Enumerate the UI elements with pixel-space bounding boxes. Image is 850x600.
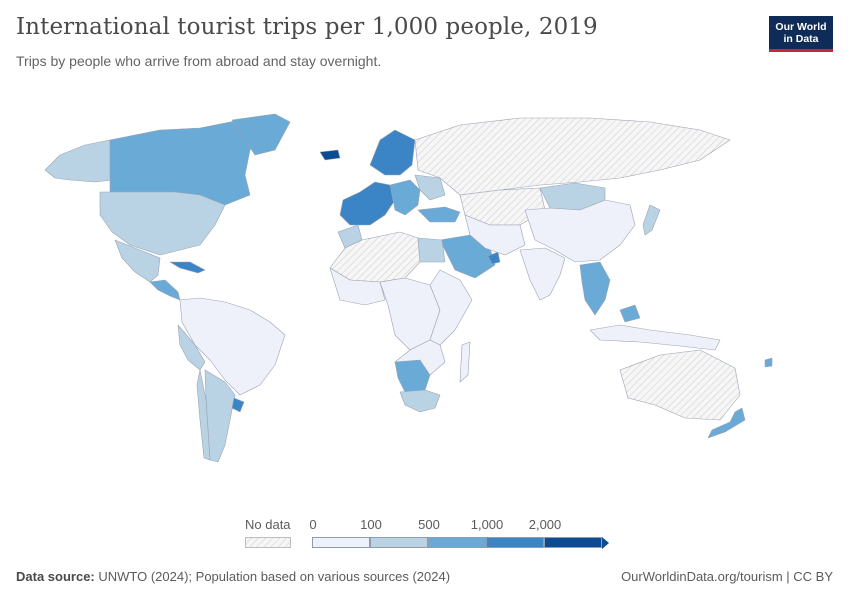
region-southeast-asia[interactable] xyxy=(579,261,611,316)
region-uruguay[interactable] xyxy=(231,397,245,413)
region-australia[interactable] xyxy=(619,349,741,421)
legend-no-data-label: No data xyxy=(245,517,291,532)
region-uae[interactable] xyxy=(487,251,501,265)
region-alaska[interactable] xyxy=(44,139,113,183)
region-chile[interactable] xyxy=(196,369,211,461)
region-egypt[interactable] xyxy=(417,237,446,263)
owid-logo[interactable]: Our World in Data xyxy=(769,16,833,52)
legend-tick-500: 500 xyxy=(418,517,440,532)
region-iceland[interactable] xyxy=(319,149,341,161)
region-new-zealand[interactable] xyxy=(707,407,746,439)
region-greenland[interactable] xyxy=(231,113,291,156)
legend-bin-1000-2000[interactable] xyxy=(486,537,544,548)
region-japan[interactable] xyxy=(642,204,661,236)
legend-tick-1000: 1,000 xyxy=(470,517,504,532)
region-west-africa[interactable] xyxy=(329,267,386,306)
data-source-label: Data source: xyxy=(16,569,95,584)
legend-arrow-icon xyxy=(602,536,609,549)
region-scandinavia[interactable] xyxy=(369,129,416,176)
legend-bin-2000-plus[interactable] xyxy=(544,537,602,548)
data-source-text: UNWTO (2024); Population based on variou… xyxy=(98,569,451,584)
region-iran[interactable] xyxy=(464,214,526,256)
region-south-africa[interactable] xyxy=(399,389,441,413)
region-india[interactable] xyxy=(519,247,566,301)
region-china[interactable] xyxy=(524,199,636,263)
region-western-europe[interactable] xyxy=(339,181,396,226)
logo-line-2: in Data xyxy=(783,33,819,45)
region-eastern-europe[interactable] xyxy=(414,174,446,201)
region-russia[interactable] xyxy=(414,117,731,196)
legend-bin-100-500[interactable] xyxy=(370,537,428,548)
legend-bin-500-1000[interactable] xyxy=(428,537,486,548)
region-turkey[interactable] xyxy=(417,206,461,223)
region-southern-africa[interactable] xyxy=(394,339,446,376)
legend-tick-2000: 2,000 xyxy=(528,517,562,532)
url-license-link[interactable]: OurWorldinData.org/tourism | CC BY xyxy=(621,569,833,584)
logo-line-1: Our World xyxy=(775,21,827,33)
region-mexico[interactable] xyxy=(114,239,161,283)
legend-bin-0-100[interactable] xyxy=(312,537,370,548)
region-central-america[interactable] xyxy=(149,279,181,301)
legend-no-data-swatch xyxy=(245,537,291,548)
world-map[interactable] xyxy=(0,80,850,510)
region-central-europe[interactable] xyxy=(389,179,421,216)
region-northern-south-america[interactable] xyxy=(179,297,286,396)
data-source: Data source: UNWTO (2024); Population ba… xyxy=(16,569,450,584)
region-malaysia-singapore[interactable] xyxy=(619,304,641,323)
legend-tick-100: 100 xyxy=(360,517,382,532)
region-united-states[interactable] xyxy=(99,191,226,256)
legend-color-scale xyxy=(312,536,609,549)
chart-subtitle: Trips by people who arrive from abroad a… xyxy=(16,53,382,69)
region-indonesia[interactable] xyxy=(589,324,721,351)
chart-title: International tourist trips per 1,000 pe… xyxy=(16,14,598,40)
legend-tick-0: 0 xyxy=(309,517,317,532)
region-caribbean[interactable] xyxy=(169,261,206,274)
region-pacific-islands[interactable] xyxy=(764,357,773,368)
region-madagascar[interactable] xyxy=(459,341,471,383)
